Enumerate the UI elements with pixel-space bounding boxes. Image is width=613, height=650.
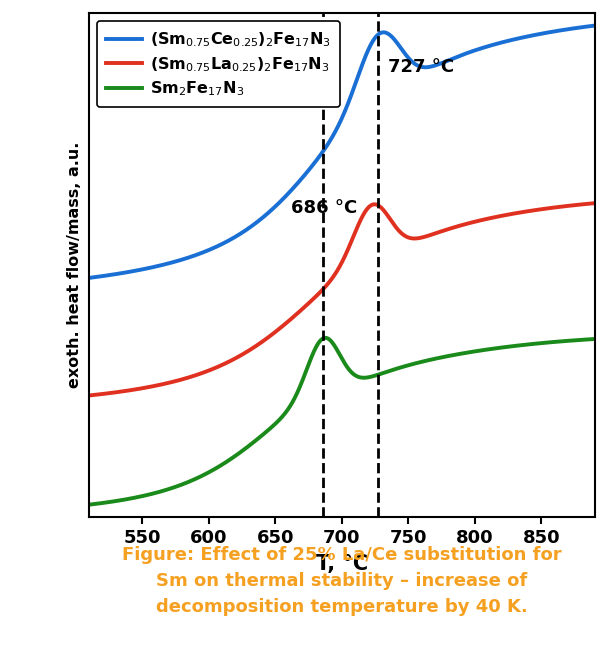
Text: 686 °C: 686 °C [291,200,357,217]
(Sm$_{0.75}$La$_{0.25}$)$_2$Fe$_{17}$N$_3$ [111,389,118,396]
Sm$_2$Fe$_{17}$N$_3$ [322,334,329,342]
(Sm$_{0.75}$La$_{0.25}$)$_2$Fe$_{17}$N$_3$ [576,201,584,209]
(Sm$_{0.75}$Ce$_{0.25}$)$_2$Fe$_{17}$N$_3$ [85,274,93,282]
(Sm$_{0.75}$Ce$_{0.25}$)$_2$Fe$_{17}$N$_3$ [576,23,584,31]
Sm$_2$Fe$_{17}$N$_3$ [332,343,339,350]
(Sm$_{0.75}$Ce$_{0.25}$)$_2$Fe$_{17}$N$_3$ [484,43,491,51]
(Sm$_{0.75}$Ce$_{0.25}$)$_2$Fe$_{17}$N$_3$ [591,21,598,29]
Y-axis label: exoth. heat flow/mass, a.u.: exoth. heat flow/mass, a.u. [67,142,82,388]
Sm$_2$Fe$_{17}$N$_3$ [111,497,118,505]
(Sm$_{0.75}$Ce$_{0.25}$)$_2$Fe$_{17}$N$_3$ [318,150,325,157]
Text: Figure: Effect of 25% La/Ce substitution for
Sm on thermal stability – increase : Figure: Effect of 25% La/Ce substitution… [122,546,562,616]
Sm$_2$Fe$_{17}$N$_3$ [576,336,584,344]
X-axis label: T, °C: T, °C [316,554,368,574]
Sm$_2$Fe$_{17}$N$_3$ [591,335,598,343]
Text: 727 °C: 727 °C [388,58,454,76]
Sm$_2$Fe$_{17}$N$_3$ [576,336,584,344]
(Sm$_{0.75}$La$_{0.25}$)$_2$Fe$_{17}$N$_3$ [331,270,338,278]
(Sm$_{0.75}$La$_{0.25}$)$_2$Fe$_{17}$N$_3$ [576,201,584,209]
(Sm$_{0.75}$Ce$_{0.25}$)$_2$Fe$_{17}$N$_3$ [331,129,338,136]
Legend: (Sm$_{0.75}$Ce$_{0.25}$)$_2$Fe$_{17}$N$_3$, (Sm$_{0.75}$La$_{0.25}$)$_2$Fe$_{17}: (Sm$_{0.75}$Ce$_{0.25}$)$_2$Fe$_{17}$N$_… [97,21,340,107]
Sm$_2$Fe$_{17}$N$_3$ [318,335,325,343]
(Sm$_{0.75}$La$_{0.25}$)$_2$Fe$_{17}$N$_3$ [85,391,93,399]
(Sm$_{0.75}$Ce$_{0.25}$)$_2$Fe$_{17}$N$_3$ [576,23,584,31]
Sm$_2$Fe$_{17}$N$_3$ [484,346,491,354]
Line: (Sm$_{0.75}$La$_{0.25}$)$_2$Fe$_{17}$N$_3$: (Sm$_{0.75}$La$_{0.25}$)$_2$Fe$_{17}$N$_… [89,203,595,395]
Sm$_2$Fe$_{17}$N$_3$ [85,500,93,508]
(Sm$_{0.75}$La$_{0.25}$)$_2$Fe$_{17}$N$_3$ [484,215,491,223]
(Sm$_{0.75}$Ce$_{0.25}$)$_2$Fe$_{17}$N$_3$ [111,270,118,278]
(Sm$_{0.75}$La$_{0.25}$)$_2$Fe$_{17}$N$_3$ [591,200,598,207]
Line: (Sm$_{0.75}$Ce$_{0.25}$)$_2$Fe$_{17}$N$_3$: (Sm$_{0.75}$Ce$_{0.25}$)$_2$Fe$_{17}$N$_… [89,25,595,278]
(Sm$_{0.75}$La$_{0.25}$)$_2$Fe$_{17}$N$_3$ [318,287,325,295]
Line: Sm$_2$Fe$_{17}$N$_3$: Sm$_2$Fe$_{17}$N$_3$ [89,338,595,504]
